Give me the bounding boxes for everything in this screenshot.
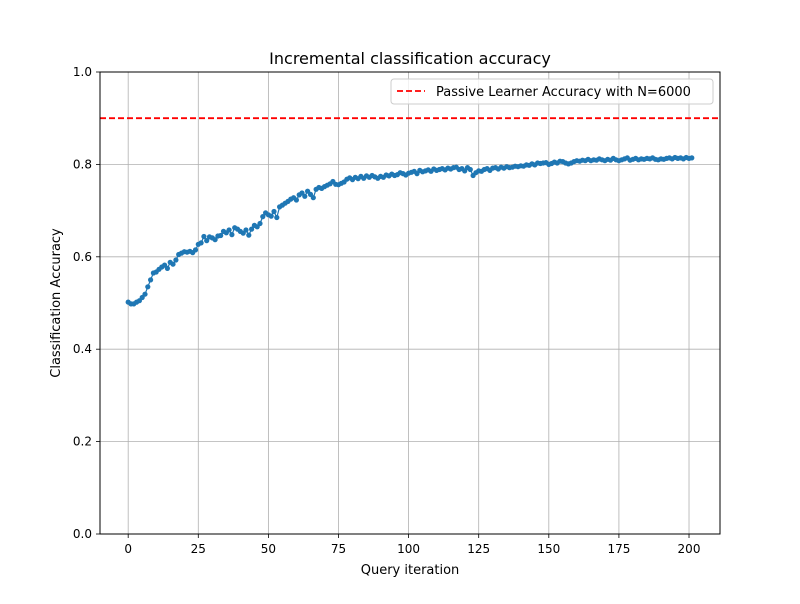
axes-frame (99, 71, 721, 535)
accuracy-data-point (204, 238, 210, 244)
series-layer (125, 154, 695, 307)
legend-label: Passive Learner Accuracy with N=6000 (436, 85, 691, 100)
y-tick-label: 1.0 (73, 65, 92, 79)
accuracy-data-point (212, 237, 218, 243)
y-tick-label: 0.2 (73, 435, 92, 449)
accuracy-data-point (142, 291, 148, 297)
ticks-layer: 0 25 50 75 100 125 150 175 200 0.0 0.2 0.4 0.6 0.8 1.0 (73, 65, 701, 556)
y-axis-label: Classification Accuracy (49, 228, 64, 378)
accuracy-data-point (310, 195, 316, 201)
accuracy-data-point (268, 213, 274, 219)
x-tick-label: 150 (537, 542, 560, 556)
accuracy-data-point (271, 208, 277, 215)
accuracy-data-point (249, 226, 255, 232)
x-tick-label: 100 (397, 542, 420, 556)
accuracy-data-point (164, 265, 170, 271)
x-tick-label: 75 (331, 542, 346, 556)
accuracy-data-point (274, 214, 280, 221)
accuracy-data-point (302, 193, 308, 199)
accuracy-data-point (260, 214, 266, 220)
chart-title: Incremental classification accuracy (269, 49, 551, 68)
accuracy-data-point (148, 277, 154, 283)
accuracy-data-point (192, 247, 199, 253)
accuracy-data-point (467, 166, 473, 173)
x-tick-label: 200 (678, 542, 701, 556)
y-tick-label: 0.4 (73, 342, 92, 356)
accuracy-data-point (257, 220, 263, 227)
x-tick-label: 50 (261, 542, 276, 556)
accuracy-data-point (218, 232, 224, 239)
accuracy-data-point (173, 257, 179, 263)
accuracy-data-point (145, 284, 151, 290)
x-tick-label: 125 (467, 542, 490, 556)
x-axis-label: Query iteration (361, 563, 460, 578)
x-tick-label: 25 (191, 542, 206, 556)
accuracy-data-point (689, 155, 695, 161)
accuracy-data-point (170, 261, 176, 267)
accuracy-data-point (201, 233, 207, 240)
accuracy-data-point (198, 240, 204, 246)
x-tick-label: 175 (607, 542, 630, 556)
plot-area (100, 72, 720, 534)
legend: Passive Learner Accuracy with N=6000 (390, 78, 714, 105)
y-tick-label: 0.8 (73, 157, 92, 171)
accuracy-data-point (293, 197, 299, 203)
y-tick-label: 0.6 (73, 250, 92, 264)
accuracy-data-point (246, 232, 252, 238)
y-tick-label: 0.0 (73, 527, 92, 541)
legend-box (390, 78, 714, 105)
accuracy-data-point (243, 227, 249, 233)
accuracy-data-point (226, 227, 232, 233)
x-tick-label: 0 (124, 542, 132, 556)
accuracy-data-point (229, 232, 235, 238)
